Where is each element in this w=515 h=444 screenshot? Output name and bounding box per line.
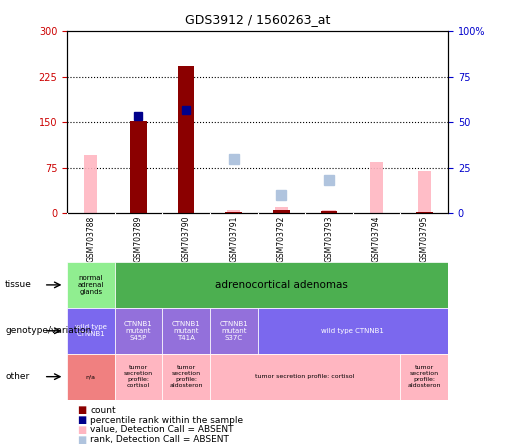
Text: value, Detection Call = ABSENT: value, Detection Call = ABSENT	[90, 425, 234, 434]
Text: GSM703793: GSM703793	[324, 216, 333, 262]
Text: wild type
CTNNB1: wild type CTNNB1	[75, 324, 107, 337]
Text: percentile rank within the sample: percentile rank within the sample	[90, 416, 243, 424]
Text: tumor
secretion
profile:
aldosteron: tumor secretion profile: aldosteron	[169, 365, 203, 388]
Text: GSM703789: GSM703789	[134, 216, 143, 262]
Bar	[210, 354, 401, 400]
Text: n/a: n/a	[86, 374, 96, 379]
Bar	[162, 354, 210, 400]
Text: adrenocortical adenomas: adrenocortical adenomas	[215, 280, 348, 290]
Bar	[258, 308, 448, 354]
Bar	[114, 262, 448, 308]
Text: ■: ■	[77, 435, 87, 444]
Text: GDS3912 / 1560263_at: GDS3912 / 1560263_at	[185, 13, 330, 26]
Text: rank, Detection Call = ABSENT: rank, Detection Call = ABSENT	[90, 435, 229, 444]
Text: GSM703794: GSM703794	[372, 216, 381, 262]
Text: genotype/variation: genotype/variation	[5, 326, 91, 335]
Bar	[322, 210, 336, 213]
Text: CTNNB1
mutant
T41A: CTNNB1 mutant T41A	[171, 321, 200, 341]
Text: count: count	[90, 406, 116, 415]
Bar	[114, 308, 162, 354]
Text: GSM703792: GSM703792	[277, 216, 286, 262]
Text: GSM703795: GSM703795	[420, 216, 428, 262]
Text: tumor secretion profile: cortisol: tumor secretion profile: cortisol	[255, 374, 355, 379]
Bar	[84, 155, 97, 213]
Bar	[162, 308, 210, 354]
Text: GSM703791: GSM703791	[229, 216, 238, 262]
Text: GSM703790: GSM703790	[182, 216, 191, 262]
Bar	[370, 162, 383, 213]
Text: CTNNB1
mutant
S37C: CTNNB1 mutant S37C	[219, 321, 248, 341]
Text: ■: ■	[77, 425, 87, 435]
Bar	[273, 210, 289, 213]
Bar	[321, 211, 337, 213]
Text: ■: ■	[77, 415, 87, 425]
Bar	[67, 262, 114, 308]
Text: normal
adrenal
glands: normal adrenal glands	[78, 275, 104, 295]
Text: other: other	[5, 372, 29, 381]
Bar	[416, 212, 433, 213]
Bar	[401, 354, 448, 400]
Text: tumor
secretion
profile:
cortisol: tumor secretion profile: cortisol	[124, 365, 153, 388]
Bar	[210, 308, 258, 354]
Bar	[226, 212, 242, 213]
Bar	[418, 170, 431, 213]
Bar	[114, 354, 162, 400]
Bar	[227, 210, 241, 213]
Text: CTNNB1
mutant
S45P: CTNNB1 mutant S45P	[124, 321, 153, 341]
Bar	[178, 66, 194, 213]
Text: tumor
secretion
profile:
aldosteron: tumor secretion profile: aldosteron	[407, 365, 441, 388]
Text: wild type CTNNB1: wild type CTNNB1	[321, 328, 384, 334]
Text: GSM703788: GSM703788	[87, 216, 95, 262]
Text: tissue: tissue	[5, 281, 32, 289]
Bar	[274, 207, 288, 213]
Bar	[67, 308, 114, 354]
Text: ■: ■	[77, 405, 87, 415]
Bar	[130, 121, 147, 213]
Bar	[67, 354, 114, 400]
